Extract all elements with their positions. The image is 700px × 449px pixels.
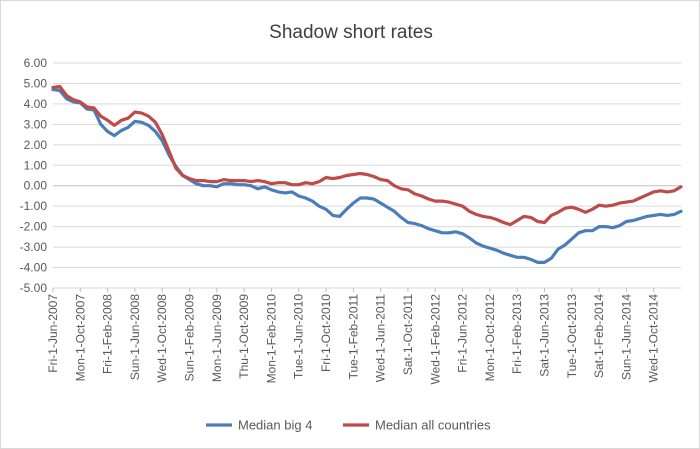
legend: Median big 4 Median all countries	[206, 418, 491, 433]
x-tick-label: Tue-1-Jun-2010	[292, 294, 306, 379]
chart-title: Shadow short rates	[269, 22, 433, 43]
x-tick-label: Sat-1-Jun-2013	[537, 294, 551, 377]
y-tick-label: 1.00	[24, 158, 48, 172]
x-tick-label: Wed-1-Jun-2011	[374, 294, 388, 383]
y-axis: 6.00 5.00 4.00 3.00 2.00 1.00 0.00 -1.00 -2.00 -3…	[20, 56, 48, 295]
y-tick-label: -5.00	[20, 281, 48, 295]
x-tick-label: Fri-1-Feb-2013	[510, 294, 524, 374]
x-tick-label: Wed-1-Oct-2014	[647, 294, 661, 383]
x-tick-label: Sun-1-Jun-2014	[619, 294, 633, 380]
y-tick-label: 4.00	[24, 97, 48, 111]
series-line-2	[51, 84, 683, 227]
y-tick-label: 3.00	[24, 117, 48, 131]
x-tick-label: Sat-1-Oct-2011	[401, 294, 415, 375]
y-tick-label: -1.00	[20, 199, 48, 213]
x-tick-label: Fri-1-Feb-2008	[101, 294, 115, 374]
y-tick-label: 0.00	[24, 179, 48, 193]
x-tick-label: Thu-1-Oct-2009	[237, 294, 251, 379]
y-tick-label: 6.00	[24, 56, 48, 70]
gridlines	[53, 62, 681, 289]
x-tick-label: Mon-1-Jun-2009	[210, 294, 224, 382]
x-tick-label: Mon-1-Oct-2012	[483, 294, 497, 382]
y-tick-label: -2.00	[20, 220, 48, 234]
x-tick-label: Fri-1-Oct-2010	[319, 294, 333, 372]
x-tick-label: Fri-1-Jun-2007	[46, 294, 60, 373]
x-tick-label: Sat-1-Feb-2014	[592, 294, 606, 378]
y-tick-label: -4.00	[20, 261, 48, 275]
y-tick-label: 5.00	[24, 76, 48, 90]
x-tick-label: Wed-1-Feb-2012	[428, 294, 442, 385]
y-tick-label: -3.00	[20, 240, 48, 254]
x-tick-label: Mon-1-Feb-2010	[264, 294, 278, 384]
x-axis: Fri-1-Jun-2007 Mon-1-Oct-2007 Fri-1-Feb-20…	[46, 288, 661, 385]
x-tick-label: Fri-1-Jun-2012	[456, 294, 470, 373]
y-tick-label: 2.00	[24, 138, 48, 152]
x-tick-label: Sun-1-Feb-2009	[183, 294, 197, 382]
legend-label: Median big 4	[238, 418, 312, 433]
x-tick-label: Mon-1-Oct-2007	[73, 294, 87, 382]
x-tick-label: Wed-1-Oct-2008	[155, 294, 169, 383]
x-tick-label: Tue-1-Oct-2013	[565, 294, 579, 379]
series-lines	[51, 84, 683, 264]
x-tick-label: Tue-1-Feb-2011	[346, 294, 360, 380]
series-line-1	[51, 87, 683, 264]
x-tick-label: Sun-1-Jun-2008	[128, 294, 142, 380]
legend-label: Median all countries	[375, 418, 491, 433]
